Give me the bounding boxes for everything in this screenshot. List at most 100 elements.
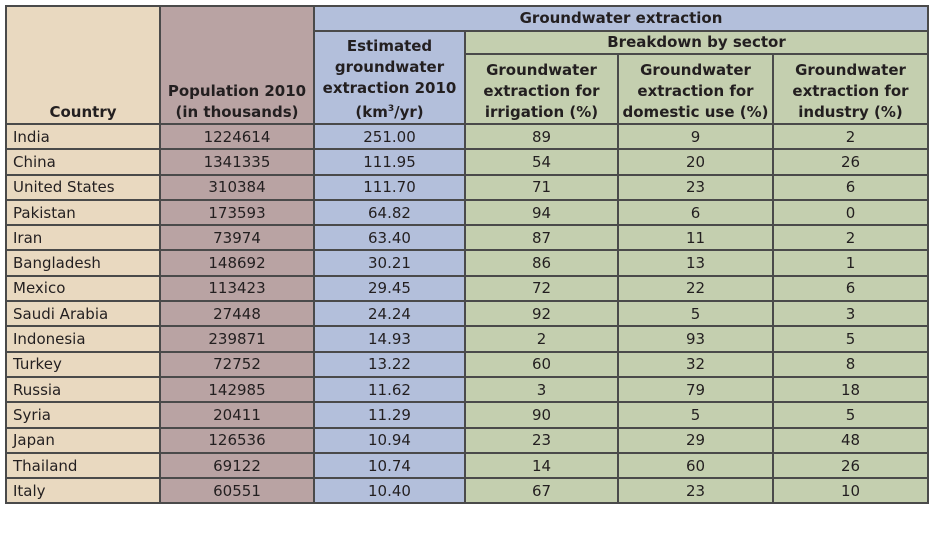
table-row: China 1341335 111.95 54 20 26 xyxy=(5,148,929,176)
header-industry: Groundwater extraction for industry (%) xyxy=(772,53,929,125)
table-row: India 1224614 251.00 89 9 2 xyxy=(5,122,929,151)
cell-extraction: 30.21 xyxy=(313,249,466,277)
cell-country: Indonesia xyxy=(5,325,161,353)
cell-country: India xyxy=(5,122,161,151)
cell-extraction: 10.94 xyxy=(313,426,466,454)
cell-industry: 26 xyxy=(772,451,929,480)
cell-industry: 10 xyxy=(772,477,929,505)
cell-domestic: 9 xyxy=(617,122,774,151)
cell-industry: 2 xyxy=(772,224,929,252)
cell-irrigation: 23 xyxy=(464,426,619,454)
cell-domestic: 60 xyxy=(617,451,774,480)
table-row: Iran 73974 63.40 87 11 2 xyxy=(5,224,929,252)
cell-irrigation: 54 xyxy=(464,148,619,176)
cell-population: 20411 xyxy=(159,401,315,429)
cell-population: 173593 xyxy=(159,198,315,227)
cell-irrigation: 90 xyxy=(464,401,619,429)
cell-domestic: 13 xyxy=(617,249,774,277)
cell-extraction: 10.74 xyxy=(313,451,466,480)
cell-irrigation: 60 xyxy=(464,350,619,378)
header-groundwater-extraction: Groundwater extraction xyxy=(313,5,929,32)
cell-extraction: 10.40 xyxy=(313,477,466,505)
table-row: Saudi Arabia 27448 24.24 92 5 3 xyxy=(5,300,929,328)
cell-domestic: 20 xyxy=(617,148,774,176)
cell-domestic: 23 xyxy=(617,477,774,505)
cell-irrigation: 87 xyxy=(464,224,619,252)
cell-domestic: 5 xyxy=(617,401,774,429)
header-domestic: Groundwater extraction for domestic use … xyxy=(617,53,774,125)
cell-industry: 5 xyxy=(772,325,929,353)
cell-country: Russia xyxy=(5,375,161,404)
table-row: Italy 60551 10.40 67 23 10 xyxy=(5,477,929,505)
table-row: Russia 142985 11.62 3 79 18 xyxy=(5,375,929,404)
cell-extraction: 251.00 xyxy=(313,122,466,151)
cell-industry: 1 xyxy=(772,249,929,277)
cell-population: 1224614 xyxy=(159,122,315,151)
cell-irrigation: 72 xyxy=(464,274,619,303)
cell-country: China xyxy=(5,148,161,176)
cell-population: 60551 xyxy=(159,477,315,505)
cell-irrigation: 89 xyxy=(464,122,619,151)
cell-country: Saudi Arabia xyxy=(5,300,161,328)
table-row: Japan 126536 10.94 23 29 48 xyxy=(5,426,929,454)
cell-domestic: 6 xyxy=(617,198,774,227)
cell-country: Italy xyxy=(5,477,161,505)
cell-irrigation: 92 xyxy=(464,300,619,328)
cell-extraction: 111.95 xyxy=(313,148,466,176)
header-breakdown: Breakdown by sector xyxy=(464,30,929,55)
cell-extraction: 11.29 xyxy=(313,401,466,429)
cell-population: 239871 xyxy=(159,325,315,353)
cell-industry: 5 xyxy=(772,401,929,429)
cell-irrigation: 67 xyxy=(464,477,619,505)
cell-domestic: 23 xyxy=(617,173,774,201)
cell-population: 73974 xyxy=(159,224,315,252)
cell-domestic: 32 xyxy=(617,350,774,378)
header-irrigation: Groundwater extraction for irrigation (%… xyxy=(464,53,619,125)
cell-population: 27448 xyxy=(159,300,315,328)
cell-industry: 48 xyxy=(772,426,929,454)
cell-irrigation: 2 xyxy=(464,325,619,353)
cell-domestic: 29 xyxy=(617,426,774,454)
cell-domestic: 79 xyxy=(617,375,774,404)
cell-country: Japan xyxy=(5,426,161,454)
cell-irrigation: 71 xyxy=(464,173,619,201)
cell-extraction: 24.24 xyxy=(313,300,466,328)
cell-industry: 8 xyxy=(772,350,929,378)
cell-country: Mexico xyxy=(5,274,161,303)
cell-irrigation: 14 xyxy=(464,451,619,480)
cell-population: 69122 xyxy=(159,451,315,480)
cell-country: Turkey xyxy=(5,350,161,378)
cell-population: 142985 xyxy=(159,375,315,404)
cell-country: Syria xyxy=(5,401,161,429)
cell-industry: 6 xyxy=(772,274,929,303)
table-row: Turkey 72752 13.22 60 32 8 xyxy=(5,350,929,378)
cell-country: Pakistan xyxy=(5,198,161,227)
cell-industry: 0 xyxy=(772,198,929,227)
table-row: Indonesia 239871 14.93 2 93 5 xyxy=(5,325,929,353)
cell-domestic: 22 xyxy=(617,274,774,303)
cell-population: 148692 xyxy=(159,249,315,277)
cell-population: 113423 xyxy=(159,274,315,303)
cell-industry: 2 xyxy=(772,122,929,151)
header-extraction: Estimated groundwater extraction 2010 (k… xyxy=(313,30,466,125)
cell-country: United States xyxy=(5,173,161,201)
table-row: Bangladesh 148692 30.21 86 13 1 xyxy=(5,249,929,277)
cell-extraction: 29.45 xyxy=(313,274,466,303)
cell-industry: 18 xyxy=(772,375,929,404)
table-row: Pakistan 173593 64.82 94 6 0 xyxy=(5,198,929,227)
cell-extraction: 111.70 xyxy=(313,173,466,201)
cell-population: 1341335 xyxy=(159,148,315,176)
cell-extraction: 14.93 xyxy=(313,325,466,353)
cell-extraction: 11.62 xyxy=(313,375,466,404)
cell-domestic: 11 xyxy=(617,224,774,252)
cell-population: 126536 xyxy=(159,426,315,454)
cell-population: 310384 xyxy=(159,173,315,201)
table-row: United States 310384 111.70 71 23 6 xyxy=(5,173,929,201)
cell-extraction: 64.82 xyxy=(313,198,466,227)
groundwater-table: Country Population 2010 (in thousands) G… xyxy=(5,5,929,505)
cell-irrigation: 86 xyxy=(464,249,619,277)
cell-irrigation: 3 xyxy=(464,375,619,404)
cell-country: Iran xyxy=(5,224,161,252)
cell-country: Bangladesh xyxy=(5,249,161,277)
cell-population: 72752 xyxy=(159,350,315,378)
